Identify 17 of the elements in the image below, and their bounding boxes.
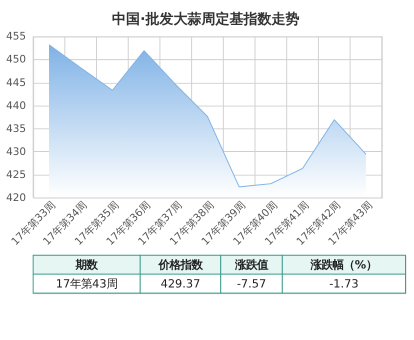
y-tick-label: 445 [6, 76, 26, 89]
text: -7.57 [236, 276, 266, 290]
text: 期数 [74, 258, 99, 272]
y-tick-label: 420 [6, 192, 26, 204]
text: 涨跌幅（%） [310, 258, 378, 272]
text: 17年第43周 [56, 276, 118, 290]
text: 价格指数 [157, 258, 204, 272]
y-tick-label: 455 [6, 30, 26, 43]
text: 涨跌值 [234, 258, 268, 272]
y-tick-label: 450 [6, 54, 26, 66]
y-tick-label: 435 [6, 122, 26, 135]
chart-title: 中国·批发大蒜周定基指数走势 [112, 10, 300, 28]
y-tick-label: 430 [6, 146, 26, 158]
y-tick-label: 425 [6, 168, 26, 181]
y-tick-label: 440 [6, 100, 26, 112]
text: 429.37 [160, 276, 200, 290]
text: -1.73 [329, 276, 359, 290]
